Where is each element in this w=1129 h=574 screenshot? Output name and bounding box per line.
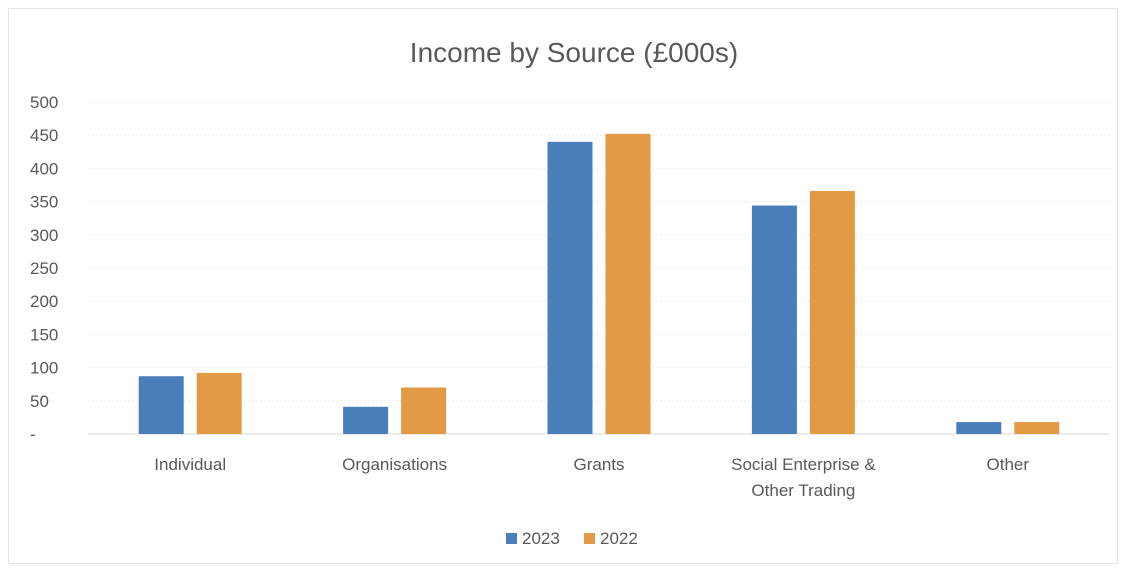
gridlines [88,101,1110,435]
x-category-label: Grants [573,455,624,474]
y-tick-label: 250 [30,259,58,278]
bar-2022 [605,133,651,434]
bar-2022 [809,190,855,434]
legend-label: 2022 [600,529,638,548]
y-tick-label: 350 [30,193,58,212]
x-category-label: Organisations [342,455,447,474]
bars [138,133,1060,434]
y-tick-label: 200 [30,292,58,311]
legend-swatch [584,533,595,544]
bar-2023 [138,376,184,434]
legend-swatch [506,533,517,544]
legend: 2023 2022 [506,529,638,548]
y-tick-label: - [30,425,36,444]
bar-2023 [547,141,593,434]
y-tick-label: 400 [30,159,58,178]
bar-2022 [196,372,242,434]
y-tick-label: 100 [30,359,58,378]
bar-2022 [401,387,447,434]
y-tick-label: 50 [30,392,49,411]
x-category-label: Social Enterprise & Other Trading [731,455,876,500]
y-tick-label: 300 [30,226,58,245]
x-category-label: Individual [154,455,226,474]
chart-title: Income by Source (£000s) [410,37,738,68]
x-category-label: Other [987,455,1030,474]
bar-2023 [343,406,389,434]
y-tick-label: 450 [30,126,58,145]
bar-2022 [1014,422,1060,434]
y-axis-ticks: - 50 100 150 200 250 300 350 400 450 500 [30,93,58,444]
bar-2023 [956,422,1002,434]
legend-label: 2023 [522,529,560,548]
y-tick-label: 150 [30,325,58,344]
bar-2023 [751,205,797,434]
y-tick-label: 500 [30,93,58,112]
x-axis-categories: Individual Organisations Grants Social Ente… [154,455,1029,500]
